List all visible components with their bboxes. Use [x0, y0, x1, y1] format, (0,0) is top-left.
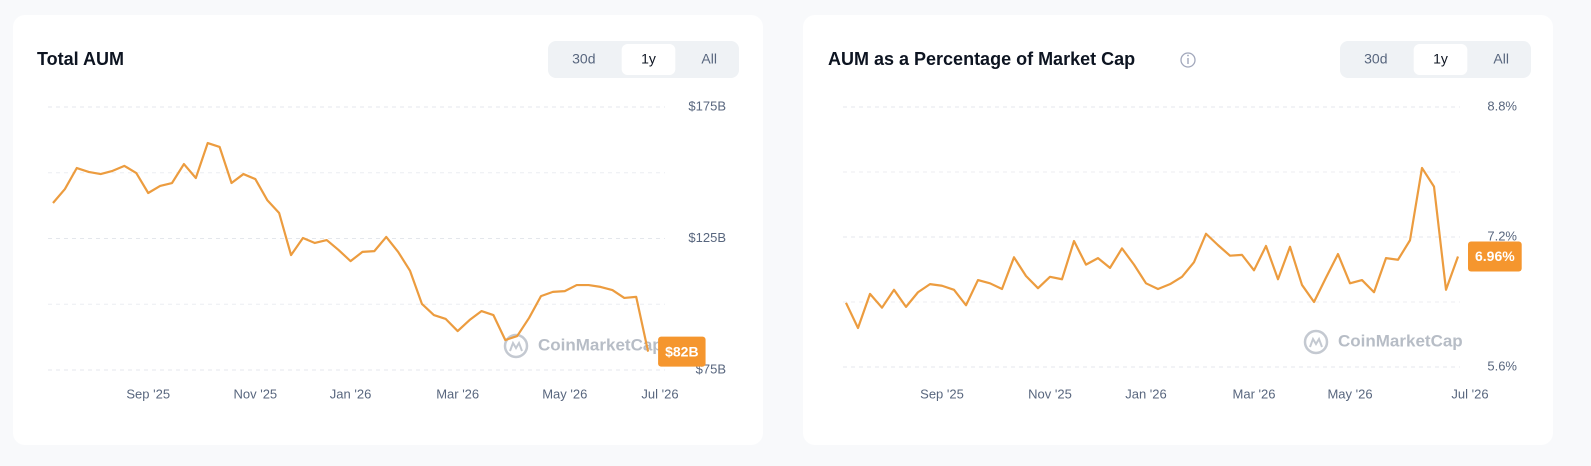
range-button-label[interactable]: All	[701, 51, 717, 67]
range-button-label[interactable]: 1y	[641, 51, 656, 67]
range-button[interactable]: 1y	[621, 44, 676, 75]
watermark-logo	[1309, 336, 1323, 348]
chart-title: AUM as a Percentage of Market Cap	[828, 49, 1135, 69]
x-tick-label: Nov '25	[1028, 386, 1072, 401]
card	[803, 15, 1553, 445]
card	[13, 15, 763, 445]
value-label: $82B	[665, 343, 698, 359]
y-tick-label: 5.6%	[1487, 358, 1517, 373]
value-badge: $82B	[658, 336, 706, 367]
range-button[interactable]: All	[1493, 51, 1509, 67]
watermark-text: CoinMarketCap	[538, 335, 663, 354]
range-button-active[interactable]	[1413, 44, 1468, 75]
x-tick-label: Sep '25	[126, 386, 170, 401]
range-button[interactable]: All	[701, 51, 717, 67]
value-badge: 6.96%	[1468, 241, 1522, 272]
x-tick-label: Nov '25	[233, 386, 277, 401]
watermark-logo	[509, 340, 523, 352]
y-tick-label: $125B	[688, 230, 726, 245]
y-tick-label: 8.8%	[1487, 98, 1517, 113]
data-line	[845, 166, 1460, 330]
value-badge-bg	[1468, 241, 1522, 272]
range-button[interactable]: 30d	[572, 51, 595, 67]
range-button-active[interactable]	[621, 44, 676, 75]
y-tick-label: 7.2%	[1487, 228, 1517, 243]
info-icon[interactable]	[1180, 52, 1196, 68]
range-button-label[interactable]: All	[1493, 51, 1509, 67]
watermark-text: CoinMarketCap	[1338, 331, 1463, 350]
x-tick-label: Jan '26	[330, 386, 372, 401]
range-button-label[interactable]: 30d	[572, 51, 595, 67]
chart-title: Total AUM	[37, 49, 124, 69]
x-tick-label: Jan '26	[1125, 386, 1167, 401]
x-tick-label: May '26	[542, 386, 587, 401]
range-button-label[interactable]: 30d	[1364, 51, 1387, 67]
range-button-label[interactable]: 1y	[1433, 51, 1448, 67]
x-tick-label: Sep '25	[920, 386, 964, 401]
value-label: 6.96%	[1475, 248, 1515, 264]
range-button[interactable]: 1y	[1413, 44, 1468, 75]
data-line	[52, 141, 650, 352]
watermark-logo	[1303, 329, 1329, 355]
watermark: CoinMarketCap	[1303, 329, 1463, 355]
watermark: CoinMarketCap	[503, 333, 663, 359]
x-tick-label: Jul '26	[1451, 386, 1488, 401]
x-tick-label: Jul '26	[641, 386, 678, 401]
value-badge-bg	[658, 336, 706, 367]
x-tick-label: Mar '26	[436, 386, 479, 401]
range-button[interactable]: 30d	[1364, 51, 1387, 67]
watermark-logo	[503, 333, 529, 359]
x-tick-label: Mar '26	[1233, 386, 1276, 401]
y-tick-label: $175B	[688, 98, 726, 113]
x-tick-label: May '26	[1327, 386, 1372, 401]
